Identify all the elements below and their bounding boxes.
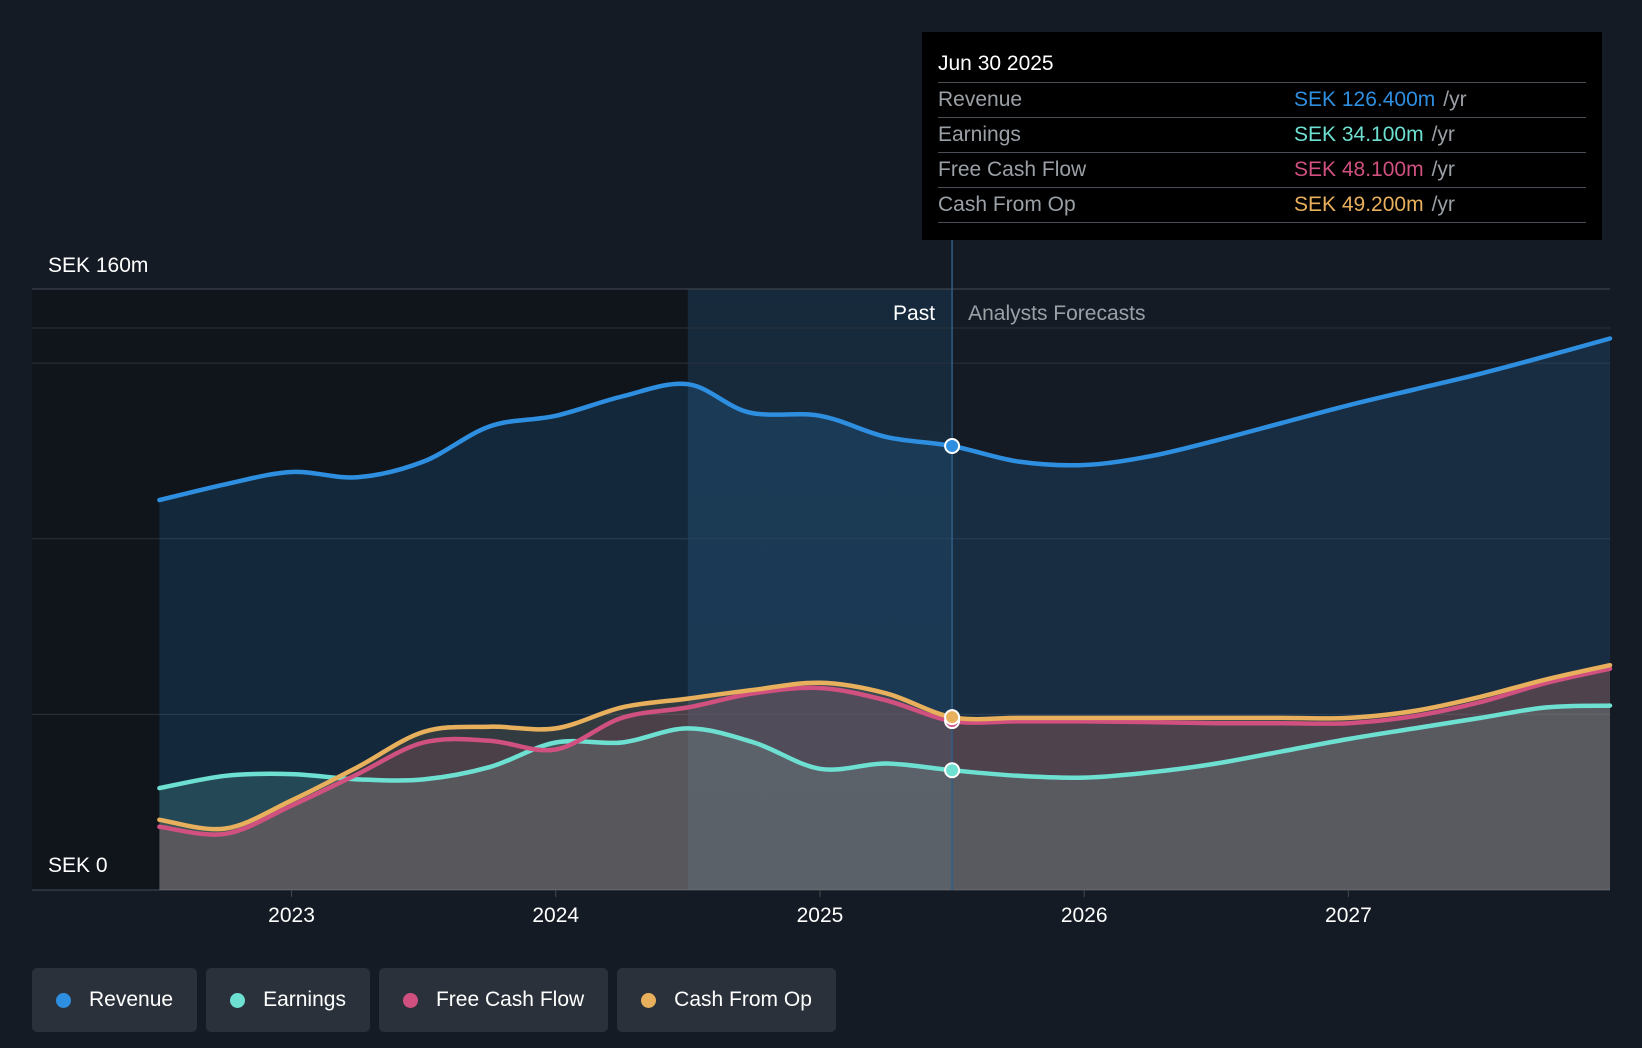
cash-from-op-marker[interactable] [944, 709, 961, 726]
legend-item-earnings[interactable]: Earnings [206, 968, 370, 1032]
revenue-marker[interactable] [944, 438, 961, 455]
tooltip: Jun 30 2025 Revenue SEK 126.400m /yr Ear… [922, 32, 1602, 240]
earnings-dot-icon [230, 992, 246, 1008]
legend-label: Cash From Op [674, 988, 812, 1011]
revenue-line [157, 336, 1613, 503]
tooltip-unit: /yr [1431, 193, 1455, 216]
x-axis-ticks: 2023 2024 2025 2026 2027 [268, 890, 1372, 927]
x-tick-label: 2025 [797, 904, 844, 927]
legend-label: Revenue [89, 988, 174, 1011]
tooltip-unit: /yr [1443, 88, 1467, 111]
cash-from-op-dot-icon [641, 992, 657, 1008]
tooltip-row-free-cash-flow: Free Cash Flow SEK 48.100m /yr [938, 153, 1586, 188]
legend-label: Free Cash Flow [435, 988, 585, 1011]
y-axis-bottom-label: SEK 0 [48, 854, 108, 877]
tooltip-value: SEK 49.200m [1294, 193, 1424, 216]
analysts-forecasts-label: Analysts Forecasts [968, 302, 1145, 325]
past-highlight-band [687, 289, 953, 890]
tooltip-label: Revenue [938, 88, 1023, 111]
gridlines [32, 288, 1610, 891]
legend-label: Earnings [263, 988, 346, 1011]
y-axis-top-label: SEK 160m [48, 254, 148, 277]
series-lines [157, 336, 1613, 837]
tooltip-value: SEK 34.100m [1294, 123, 1424, 146]
free-cash-flow-dot-icon [402, 992, 418, 1008]
tooltip-value: SEK 126.400m [1294, 88, 1436, 111]
legend-item-free-cash-flow[interactable]: Free Cash Flow [378, 968, 609, 1032]
tooltip-row-cash-from-op: Cash From Op SEK 49.200m /yr [938, 188, 1586, 223]
earnings-line [157, 703, 1613, 791]
earnings-area [159, 705, 1610, 890]
tooltip-label: Cash From Op [938, 193, 1076, 216]
tooltip-unit: /yr [1431, 158, 1455, 181]
revenue-dot-icon [56, 992, 71, 1008]
tooltip-label: Earnings [938, 123, 1021, 146]
legend-item-revenue[interactable]: Revenue [32, 968, 198, 1032]
legend: Revenue Earnings Free Cash Flow Cash Fro… [32, 968, 836, 1032]
past-label: Past [893, 302, 935, 325]
tooltip-row-earnings: Earnings SEK 34.100m /yr [938, 118, 1586, 153]
series-markers [944, 438, 961, 779]
tooltip-date: Jun 30 2025 [938, 46, 1586, 83]
tooltip-value: SEK 48.100m [1294, 158, 1424, 181]
earnings-marker[interactable] [944, 762, 961, 779]
x-tick-label: 2027 [1325, 904, 1372, 927]
tooltip-row-revenue: Revenue SEK 126.400m /yr [938, 83, 1586, 118]
free-cash-flow-line [157, 666, 1613, 837]
x-tick-label: 2023 [268, 904, 315, 927]
tooltip-unit: /yr [1431, 123, 1455, 146]
legend-item-cash-from-op[interactable]: Cash From Op [617, 968, 836, 1032]
cash-from-op-line [157, 662, 1613, 832]
tooltip-label: Free Cash Flow [938, 158, 1087, 181]
x-tick-label: 2024 [532, 904, 579, 927]
x-tick-label: 2026 [1061, 904, 1108, 927]
